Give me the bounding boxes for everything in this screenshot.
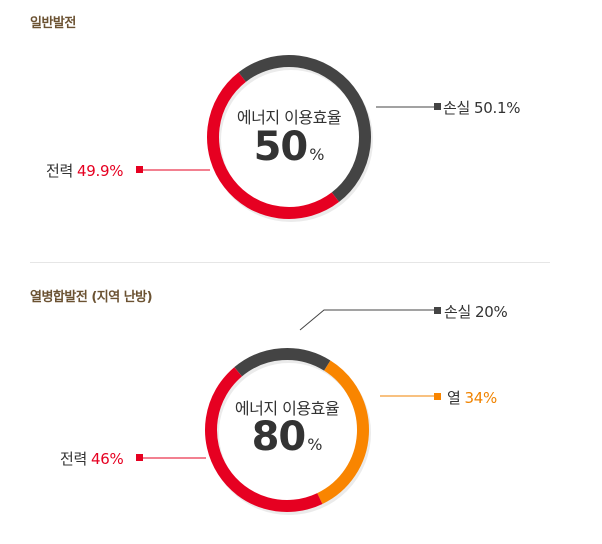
donut-slice-loss bbox=[234, 348, 331, 377]
donut-slice-heat bbox=[317, 360, 369, 504]
center-label-chp: 에너지 이용효율 bbox=[234, 399, 340, 418]
legend-label: 손실 bbox=[444, 303, 472, 321]
donut-slice-loss bbox=[238, 55, 371, 202]
legend-value: 50.1% bbox=[474, 99, 521, 117]
donut-ring-general bbox=[206, 55, 373, 222]
legend-marker-loss-general bbox=[434, 103, 441, 110]
efficiency-unit-chp: % bbox=[307, 435, 323, 454]
legend-marker-loss-chp bbox=[434, 307, 441, 314]
section-divider bbox=[30, 262, 550, 263]
legend-loss-chp: 손실 20% bbox=[444, 301, 508, 322]
legend-label: 손실 bbox=[443, 99, 471, 117]
center-label-general: 에너지 이용효율 bbox=[236, 108, 342, 127]
center-value-general: 50% bbox=[209, 124, 369, 170]
efficiency-value-chp: 80 bbox=[251, 414, 307, 460]
legend-label: 전력 bbox=[60, 450, 88, 468]
legend-value: 20% bbox=[475, 303, 508, 321]
legend-loss-general: 손실 50.1% bbox=[443, 97, 520, 118]
legend-marker-power-general bbox=[136, 166, 143, 173]
connector-loss-chp bbox=[299, 309, 436, 331]
donut-slice-power bbox=[205, 367, 323, 512]
efficiency-unit-general: % bbox=[309, 145, 325, 164]
center-value-chp: 80% bbox=[207, 414, 367, 460]
legend-value: 49.9% bbox=[77, 162, 124, 180]
section-title-chp: 열병합발전 (지역 난방) bbox=[30, 290, 153, 305]
legend-label: 전력 bbox=[46, 162, 74, 180]
donut-ring-chp bbox=[205, 348, 371, 515]
legend-value: 34% bbox=[464, 389, 498, 407]
donut-chart-chp bbox=[136, 307, 441, 515]
donut-chart-general bbox=[136, 55, 441, 222]
legend-value: 46% bbox=[91, 450, 124, 468]
legend-power-chp: 전력 46% bbox=[60, 448, 124, 469]
legend-marker-power-chp bbox=[136, 454, 143, 461]
legend-marker-heat-chp bbox=[434, 393, 441, 400]
legend-power-general: 전력 49.9% bbox=[46, 160, 123, 181]
legend-label: 열 bbox=[447, 389, 461, 407]
donut-slice-power bbox=[206, 72, 340, 220]
section-title-general: 일반발전 bbox=[30, 16, 76, 31]
legend-heat-chp: 열 34% bbox=[447, 387, 497, 408]
efficiency-value-general: 50 bbox=[253, 124, 309, 170]
